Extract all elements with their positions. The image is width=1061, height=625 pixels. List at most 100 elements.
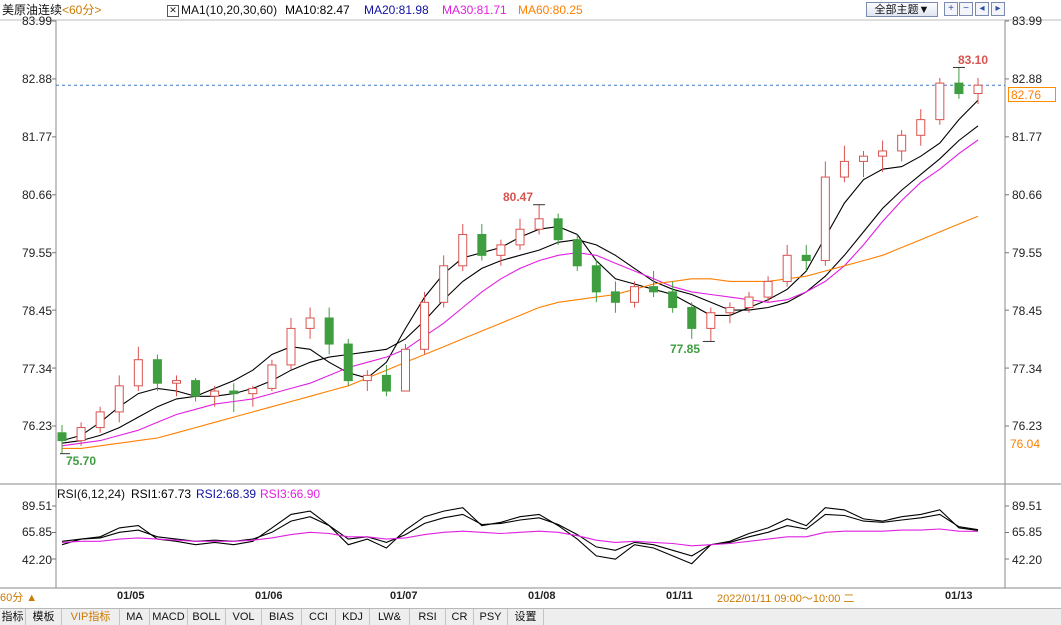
tab-bias[interactable]: BIAS [262,609,302,625]
zoom-out-icon[interactable]: − [959,2,973,16]
candle-body [515,228,525,246]
candle-body [210,390,220,397]
rsi2-value: RSI2:68.39 [196,487,257,501]
price-tick: 79.55 [1012,246,1043,260]
ma-label: MA1(10,20,30,60) [181,3,278,17]
price-tick: 77.34 [1012,362,1043,376]
tab-psy[interactable]: PSY [474,609,508,625]
candle-body [229,390,239,395]
ma60-price-label: 76.04 [1010,437,1041,451]
current-price-label: 82.76 [1008,87,1056,102]
candle-body [591,265,601,293]
candle-body [954,82,964,95]
candle-body [381,374,391,392]
tab-boll[interactable]: BOLL [188,609,226,625]
candle-body [859,155,868,162]
ma30-value: MA30:81.71 [442,3,507,17]
candle-body [76,427,86,442]
tab-kdj[interactable]: KDJ [336,609,370,625]
candle-body [897,134,907,152]
theme-dropdown-button[interactable]: 全部主题▼ [866,2,938,17]
candle-body [191,380,201,397]
rsi-line-rsi2 [61,513,979,557]
move-right-icon[interactable]: ▸ [991,2,1005,16]
move-left-icon[interactable]: ◂ [975,2,989,16]
ma20-value: MA20:81.98 [364,3,429,17]
candle-body [572,239,582,267]
period-tag: <60分> [62,3,102,17]
rsi1-value: RSI1:67.73 [131,487,192,501]
tab-cr[interactable]: CR [446,609,474,625]
price-tick: 78.45 [1012,304,1043,318]
period-selector[interactable]: 60分 ▲ [0,592,38,604]
candle-body [439,265,449,303]
price-tick: 76.23 [1012,419,1043,433]
rsi-line-rsi3 [61,528,979,547]
tab-vol[interactable]: VOL [226,609,262,625]
chart-header: 美原油连续 <60分> ✕ MA1(10,20,30,60) MA10:82.4… [0,0,1005,20]
ma10-value: MA10:82.47 [285,3,350,17]
candle-body [725,307,735,314]
x-axis-label: 01/11 [666,590,693,602]
price-tick-left: 79.55 [22,246,53,260]
price-tick-left: 81.77 [22,130,53,144]
candle-body [744,296,754,309]
candle-body [95,411,105,429]
tab-cci[interactable]: CCI [302,609,336,625]
candle-body [916,119,926,136]
candle-body [324,317,334,345]
tab-ma[interactable]: MA [120,609,150,625]
instrument-title: 美原油连续 [2,3,63,17]
tab-macd[interactable]: MACD [150,609,188,625]
rsi-line-rsi1 [61,507,979,565]
candle-body [668,291,678,309]
tab-lw[interactable]: LW& [370,609,410,625]
tab-vip-indicator[interactable]: VIP指标 [62,609,120,625]
rsi-tick-left: 65.85 [22,525,53,539]
price-tick: 81.77 [1012,130,1043,144]
zoom-in-icon[interactable]: + [944,2,958,16]
price-tick-left: 77.34 [22,362,53,376]
candle-body [267,364,277,389]
x-axis-label: 01/07 [390,590,418,602]
candle-body [343,343,353,382]
candle-body [172,380,181,384]
tab-template[interactable]: 模板 [26,609,62,625]
rsi-tick-right: 65.85 [1012,525,1043,539]
candle-body [553,218,563,241]
candle-body [420,301,430,350]
candle-body [935,82,945,121]
candle-body [801,254,811,262]
candle-body [973,84,983,95]
tab-settings[interactable]: 设置 [508,609,544,625]
price-tick-left: 78.45 [22,304,53,318]
mid-high-annotation: 80.47 [503,190,534,204]
candle-body [248,387,258,395]
price-tick-left: 82.88 [22,72,53,86]
chart-canvas[interactable] [0,0,1061,608]
ma-line-ma30 [61,139,979,447]
price-tick: 83.99 [1012,14,1043,28]
candle-body [152,359,162,384]
x-axis-label: 01/06 [255,590,283,602]
candle-body [687,307,697,329]
candle-body [878,150,888,157]
price-tick: 80.66 [1012,188,1043,202]
candle-body [763,280,773,298]
candle-body [630,286,639,303]
tab-indicator[interactable]: 指标 [0,609,26,625]
rsi-tick-left: 89.51 [22,499,53,513]
rsi3-value: RSI3:66.90 [260,487,321,501]
x-axis-label: 01/08 [528,590,556,602]
low-annotation: 77.85 [670,342,701,356]
cursor-time-label: 2022/01/11 09:00～10:00 二 [717,593,855,605]
candle-body [610,291,620,303]
tab-rsi[interactable]: RSI [410,609,446,625]
indicator-toggle-icon[interactable]: ✕ [167,5,179,17]
candle-body [362,374,372,382]
start-low-annotation: 75.70 [66,454,97,468]
candle-body [114,385,124,413]
ma-line-ma60 [62,215,979,449]
price-tick-left: 83.99 [22,14,53,28]
rsi-label: RSI(6,12,24) [57,487,126,501]
